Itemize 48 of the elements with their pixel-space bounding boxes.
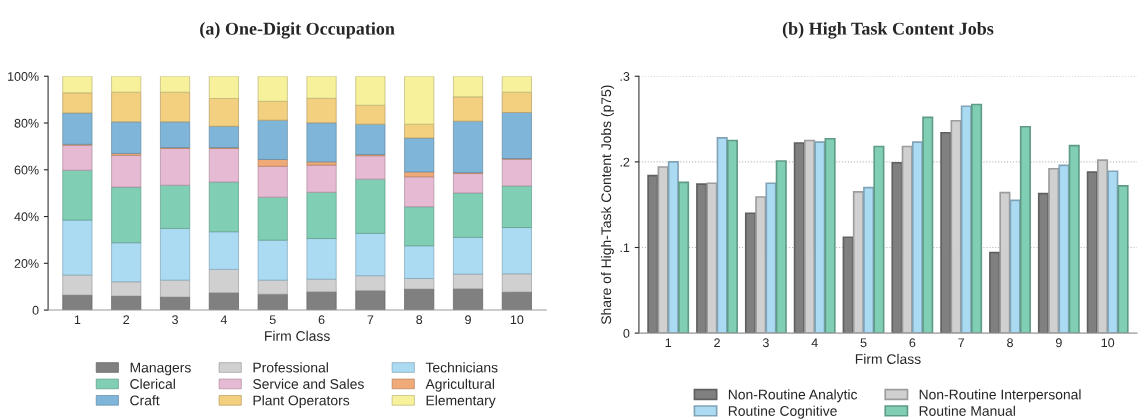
- legend-label: Plant Operators: [253, 395, 350, 409]
- legend-label: Clerical: [130, 378, 175, 389]
- legend-label: Professional: [253, 362, 328, 373]
- x-tick-label: 4: [811, 338, 818, 348]
- x-axis-title: Firm Class: [265, 330, 330, 341]
- y-tick-label: 100%: [8, 72, 39, 81]
- x-tick-label: 8: [416, 315, 423, 325]
- legend-label: Managers: [130, 362, 191, 376]
- x-tick-label: 9: [465, 315, 471, 325]
- x-tick-label: 1: [665, 338, 672, 348]
- legend-label: Non-Routine Analytic: [728, 389, 858, 403]
- y-tick-label: 40%: [14, 212, 39, 222]
- x-tick-label: 10: [510, 315, 524, 325]
- legend-label: Elementary: [426, 395, 496, 409]
- x-tick-label: 5: [269, 315, 276, 325]
- y-tick-label: 20%: [14, 259, 39, 268]
- x-tick-label: 8: [1007, 338, 1013, 348]
- legend-label: Routine Cognitive: [728, 405, 837, 419]
- legend-label: Craft: [130, 395, 160, 406]
- chart-title: (a) One-Digit Occupation: [200, 22, 395, 39]
- y-axis-title: Share of High-Task Content Jobs (p75): [600, 85, 614, 325]
- legend-label: Routine Manual: [919, 405, 1015, 416]
- y-tick-label: .3: [620, 72, 630, 81]
- x-tick-label: 7: [958, 338, 965, 348]
- y-tick-label: 0: [623, 328, 630, 338]
- legend-label: Service and Sales: [253, 378, 364, 389]
- x-tick-label: 1: [74, 315, 81, 324]
- chart-title: (b) High Task Content Jobs: [782, 22, 994, 39]
- x-tick-label: 10: [1101, 338, 1115, 348]
- x-tick-label: 3: [762, 338, 769, 348]
- y-tick-label: 0: [32, 305, 39, 315]
- x-tick-label: 6: [909, 338, 916, 348]
- x-tick-label: 9: [1055, 338, 1062, 348]
- x-tick-label: 2: [714, 338, 720, 348]
- x-tick-label: 2: [123, 315, 130, 324]
- legend-label: Non-Routine Interpersonal: [919, 389, 1081, 403]
- x-tick-label: 5: [860, 338, 867, 348]
- x-tick-label: 4: [220, 315, 227, 324]
- y-tick-label: 80%: [14, 118, 39, 128]
- y-tick-label: .1: [620, 243, 630, 253]
- y-tick-label: .2: [620, 157, 630, 167]
- y-tick-label: 60%: [14, 165, 39, 175]
- x-axis-title: Firm Class: [855, 353, 921, 364]
- x-tick-label: 6: [318, 315, 325, 325]
- x-tick-label: 7: [367, 315, 374, 324]
- legend-label: Agricultural: [425, 378, 495, 392]
- x-tick-label: 3: [172, 315, 178, 325]
- legend-label: Technicians: [425, 362, 498, 373]
